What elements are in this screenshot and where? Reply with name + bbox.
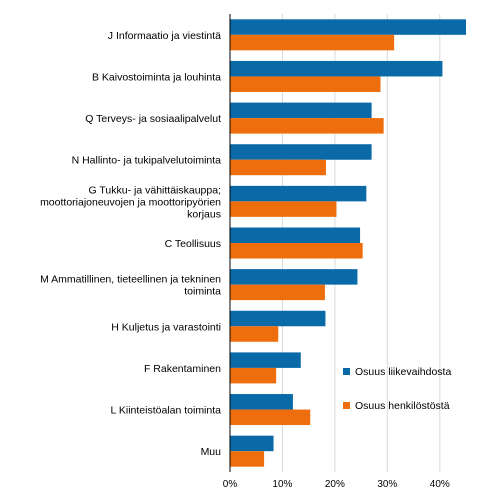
legend-swatch-liikevaihto xyxy=(343,368,350,375)
category-label: L Kiinteistöalan toiminta xyxy=(110,405,221,417)
category-label: H Kuljetus ja varastointi xyxy=(111,321,221,333)
bar-liikevaihto xyxy=(230,144,372,160)
legend-item-liikevaihto: Osuus liikevaihdosta xyxy=(343,366,451,378)
bar-liikevaihto xyxy=(230,310,326,327)
bar-henkilosto xyxy=(230,118,384,134)
category-label: N Hallinto- ja tukipalvelutoiminta xyxy=(72,155,222,167)
category-label: Muu xyxy=(201,446,222,458)
category-labels: J Informaatio ja viestintä B Kaivostoimin… xyxy=(40,30,221,458)
bar-liikevaihto xyxy=(230,227,361,243)
x-tick-label: 10% xyxy=(272,479,292,490)
bar-henkilosto xyxy=(230,409,311,426)
bar-henkilosto xyxy=(230,159,326,176)
bar-henkilosto xyxy=(230,284,325,301)
bar-henkilosto xyxy=(230,201,337,217)
bar-henkilosto xyxy=(230,367,277,384)
bar-henkilosto xyxy=(230,243,363,259)
bar-liikevaihto xyxy=(230,185,367,202)
bar-liikevaihto xyxy=(230,60,443,77)
bar-henkilosto xyxy=(230,76,381,92)
bar-liikevaihto xyxy=(230,394,293,410)
bar-liikevaihto xyxy=(230,269,358,285)
bars xyxy=(230,19,466,467)
bar-henkilosto xyxy=(230,451,265,467)
bar-liikevaihto xyxy=(230,435,274,452)
category-label: J Informaatio ja viestintä xyxy=(108,30,221,42)
legend-swatch-henkilosto xyxy=(343,402,350,409)
x-tick-label: 40% xyxy=(430,479,450,490)
category-label: Q Terveys- ja sosiaalipalvelut xyxy=(85,113,221,125)
legend-label-henkilosto: Osuus henkilöstöstä xyxy=(355,400,450,412)
category-label: G Tukku- ja vähittäiskauppa; moottoriajon… xyxy=(40,184,221,220)
category-label: M Ammatillinen, tieteellinen ja tekninen… xyxy=(40,274,221,298)
legend: Osuus liikevaihdosta Osuus henkilöstöstä xyxy=(343,366,451,412)
x-tick-label: 20% xyxy=(325,479,345,490)
category-label: F Rakentaminen xyxy=(144,363,221,375)
x-tick-label: 0% xyxy=(223,479,238,490)
bar-henkilosto xyxy=(230,34,395,51)
category-label: B Kaivostoiminta ja louhinta xyxy=(92,71,221,83)
category-label: C Teollisuus xyxy=(165,238,221,250)
bar-liikevaihto xyxy=(230,352,301,368)
legend-label-liikevaihto: Osuus liikevaihdosta xyxy=(355,366,451,378)
bar-liikevaihto xyxy=(230,19,466,35)
x-tick-label: 30% xyxy=(377,479,397,490)
bar-liikevaihto xyxy=(230,102,372,119)
x-tick-labels: 0% 10% 20% 30% 40% xyxy=(223,479,450,490)
bar-henkilosto xyxy=(230,326,279,342)
legend-item-henkilosto: Osuus henkilöstöstä xyxy=(343,400,450,412)
